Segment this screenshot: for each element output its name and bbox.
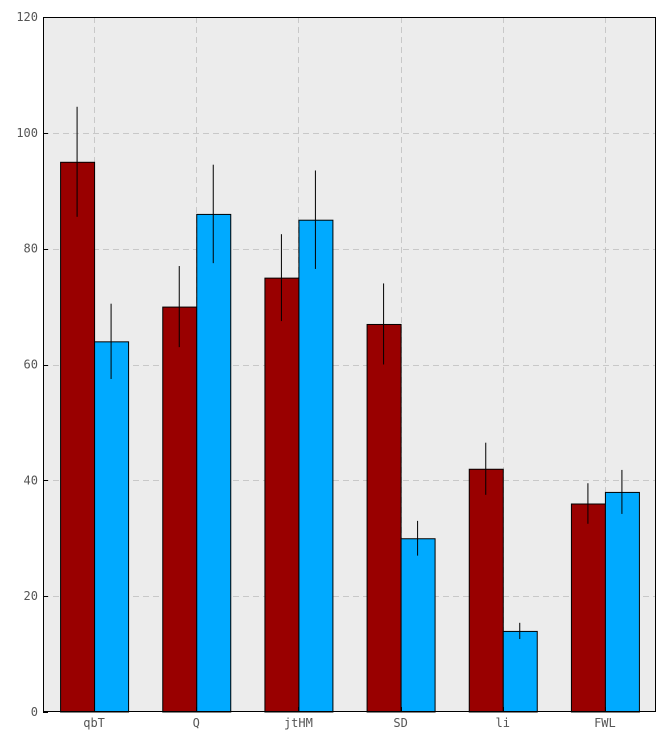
plot-area	[43, 17, 656, 712]
bar-series-1-FWL	[570, 503, 606, 713]
plot-frame	[43, 17, 656, 712]
bar-series-2-Q	[196, 213, 232, 713]
y-tick-label: 40	[24, 473, 38, 487]
bar-series-2-qbT	[94, 341, 130, 713]
bar-series-1-li	[468, 468, 504, 713]
y-tick-label: 0	[31, 705, 38, 719]
y-axis: 0 20 40 60 80 100 120	[16, 10, 48, 719]
y-tick-label: 20	[24, 589, 38, 603]
y-tick-label: 60	[24, 358, 38, 372]
bar-series-1-jtHM	[264, 277, 300, 713]
bar-series-2-li	[502, 630, 538, 713]
x-tick-label: jtHM	[284, 716, 313, 730]
y-tick-label: 80	[24, 242, 38, 256]
error-bars-group	[76, 106, 623, 640]
bar-series-1-SD	[366, 323, 402, 713]
bar-series-1-Q	[162, 306, 198, 713]
x-tick-label: Q	[193, 716, 200, 730]
y-tick-label: 120	[16, 10, 38, 24]
x-tick-label: li	[496, 716, 510, 730]
bars-group	[60, 161, 640, 713]
x-tick-label: SD	[393, 716, 407, 730]
x-tick-label: qbT	[83, 716, 105, 730]
bar-series-1-qbT	[60, 161, 96, 713]
x-tick-label: FWL	[594, 716, 616, 730]
bar-series-2-jtHM	[298, 219, 334, 713]
grid-lines	[43, 17, 656, 712]
bar-series-2-SD	[400, 538, 436, 713]
y-tick-label: 100	[16, 126, 38, 140]
bar-series-2-FWL	[604, 491, 640, 713]
